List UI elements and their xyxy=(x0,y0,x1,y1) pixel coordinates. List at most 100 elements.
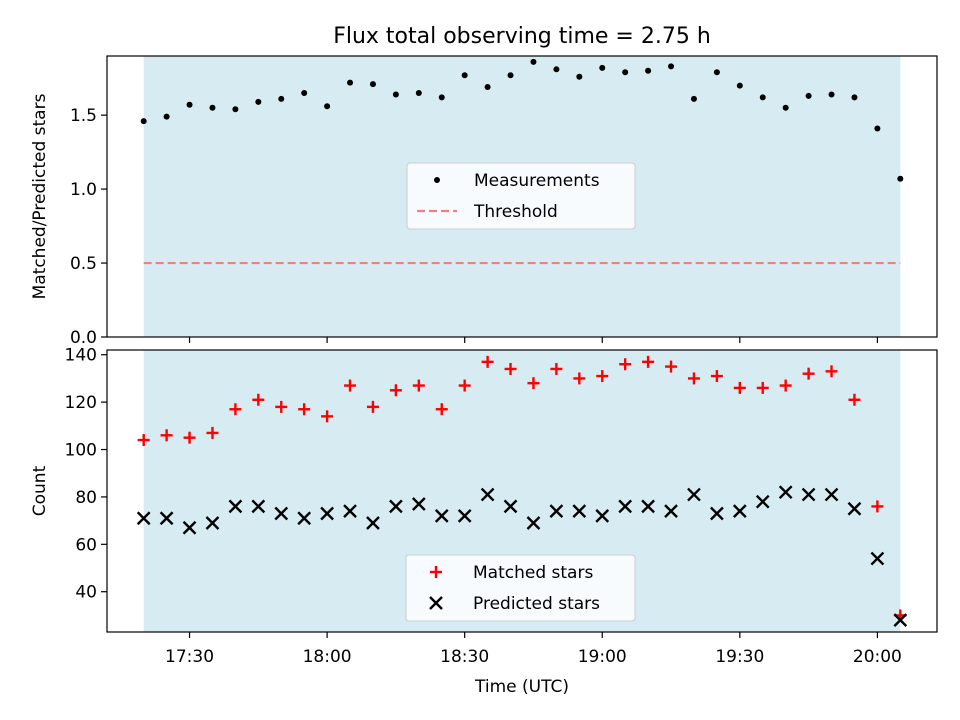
predicted-star-stroke-b xyxy=(801,487,816,502)
matched-star-point xyxy=(779,379,792,392)
predicted-star-stroke-b xyxy=(732,504,747,518)
predicted-star-stroke-b xyxy=(824,487,839,502)
predicted-star-stroke-b xyxy=(710,506,724,521)
predicted-star-point xyxy=(755,494,770,509)
matched-star-point xyxy=(802,367,815,380)
matched-star-point xyxy=(481,355,494,368)
predicted-star-stroke-b xyxy=(641,499,655,514)
matched-star-point xyxy=(871,500,884,513)
matched-star-point xyxy=(412,379,425,392)
measurement-point xyxy=(392,91,399,98)
predicted-star-stroke-b xyxy=(778,485,793,500)
measurement-point xyxy=(897,175,904,182)
predicted-star-point xyxy=(320,506,334,521)
measurement-point xyxy=(576,73,583,80)
measurement-point xyxy=(140,118,147,125)
measurement-point xyxy=(622,69,629,76)
measurement-point xyxy=(668,63,675,70)
measurement-point xyxy=(186,101,193,108)
predicted-star-stroke-b xyxy=(389,499,403,514)
predicted-star-stroke-b xyxy=(457,509,472,523)
legend-label: Matched stars xyxy=(473,563,593,583)
matched-star-point xyxy=(550,362,563,375)
y-tick-label: 1.0 xyxy=(70,180,97,200)
y-tick-label: 140 xyxy=(65,346,97,366)
predicted-star-stroke-b xyxy=(251,499,266,514)
predicted-star-point xyxy=(389,499,403,514)
legend: Measurements Threshold xyxy=(406,162,636,230)
predicted-star-stroke-b xyxy=(618,499,633,514)
x-tick-label: 20:00 xyxy=(853,647,902,667)
predicted-star-point xyxy=(343,504,357,518)
predicted-star-stroke-b xyxy=(411,497,426,511)
predicted-star-stroke-b xyxy=(274,506,289,521)
legend-box xyxy=(406,162,636,230)
matched-star-point xyxy=(366,400,379,413)
x-tick-label: 18:30 xyxy=(440,647,489,667)
predicted-star-point xyxy=(274,506,289,521)
predicted-star-point xyxy=(801,487,816,502)
matched-star-point xyxy=(298,403,311,416)
predicted-star-stroke-b xyxy=(664,504,678,518)
measurement-point xyxy=(599,64,606,71)
matched-star-point xyxy=(848,393,861,406)
measurement-point xyxy=(369,81,376,88)
predicted-star-point xyxy=(687,487,701,502)
measurement-point xyxy=(347,79,354,86)
predicted-star-stroke-b xyxy=(434,509,449,523)
y-tick-label: 100 xyxy=(65,441,97,461)
measurement-point xyxy=(209,104,216,111)
matched-star-point xyxy=(275,400,288,413)
measurement-point xyxy=(255,98,262,105)
measurement-point xyxy=(530,58,537,65)
predicted-star-stroke-b xyxy=(136,511,151,526)
measurement-point xyxy=(782,104,789,111)
matched-star-point xyxy=(137,434,150,447)
measurement-point xyxy=(278,95,285,102)
measurement-point xyxy=(874,125,881,132)
measurement-point xyxy=(805,92,812,99)
legend-label: Threshold xyxy=(473,202,558,222)
predicted-star-point xyxy=(710,506,724,521)
predicted-star-point xyxy=(778,485,793,500)
predicted-star-point xyxy=(595,509,610,523)
measurement-point xyxy=(851,94,858,101)
measurement-point xyxy=(163,113,170,120)
legend: Matched stars Predicted stars xyxy=(405,554,636,622)
predicted-star-point xyxy=(572,504,587,518)
legend-box xyxy=(405,554,636,622)
predicted-star-point xyxy=(205,516,220,530)
matched-star-point xyxy=(756,381,769,394)
matched-star-point xyxy=(206,426,219,439)
matched-star-point xyxy=(642,355,655,368)
predicted-star-point xyxy=(503,499,518,514)
measurement-point xyxy=(232,106,239,113)
matched-star-point xyxy=(710,370,723,383)
predicted-star-point xyxy=(732,504,747,518)
y-tick-label: 1.5 xyxy=(70,106,97,126)
matched-star-point xyxy=(435,403,448,416)
x-tick-label: 18:00 xyxy=(303,647,352,667)
matched-star-point xyxy=(252,393,265,406)
matched-star-point xyxy=(344,379,357,392)
top-panel: 0.0 0.5 1.0 1.5 Matched/Predicted stars Measu… xyxy=(30,55,938,348)
matched-star-point xyxy=(430,566,442,578)
predicted-star-point xyxy=(411,497,426,511)
predicted-star-point xyxy=(618,499,633,514)
predicted-star-stroke-b xyxy=(893,613,908,627)
y-tick-label: 0.5 xyxy=(70,254,97,274)
predicted-star-point xyxy=(182,520,197,535)
matched-star-point xyxy=(687,372,700,385)
measurement-point xyxy=(713,69,720,76)
matched-star-point xyxy=(389,384,402,397)
measurement-point xyxy=(553,66,560,73)
matched-star-point xyxy=(160,429,173,442)
predicted-star-stroke-b xyxy=(182,520,197,535)
predicted-star-point xyxy=(228,499,243,514)
predicted-star-point xyxy=(480,487,495,502)
predicted-star-point xyxy=(870,551,885,566)
predicted-star-stroke-b xyxy=(755,494,770,509)
x-axis-label: Time (UTC) xyxy=(474,677,569,697)
measurement-point xyxy=(484,84,491,91)
